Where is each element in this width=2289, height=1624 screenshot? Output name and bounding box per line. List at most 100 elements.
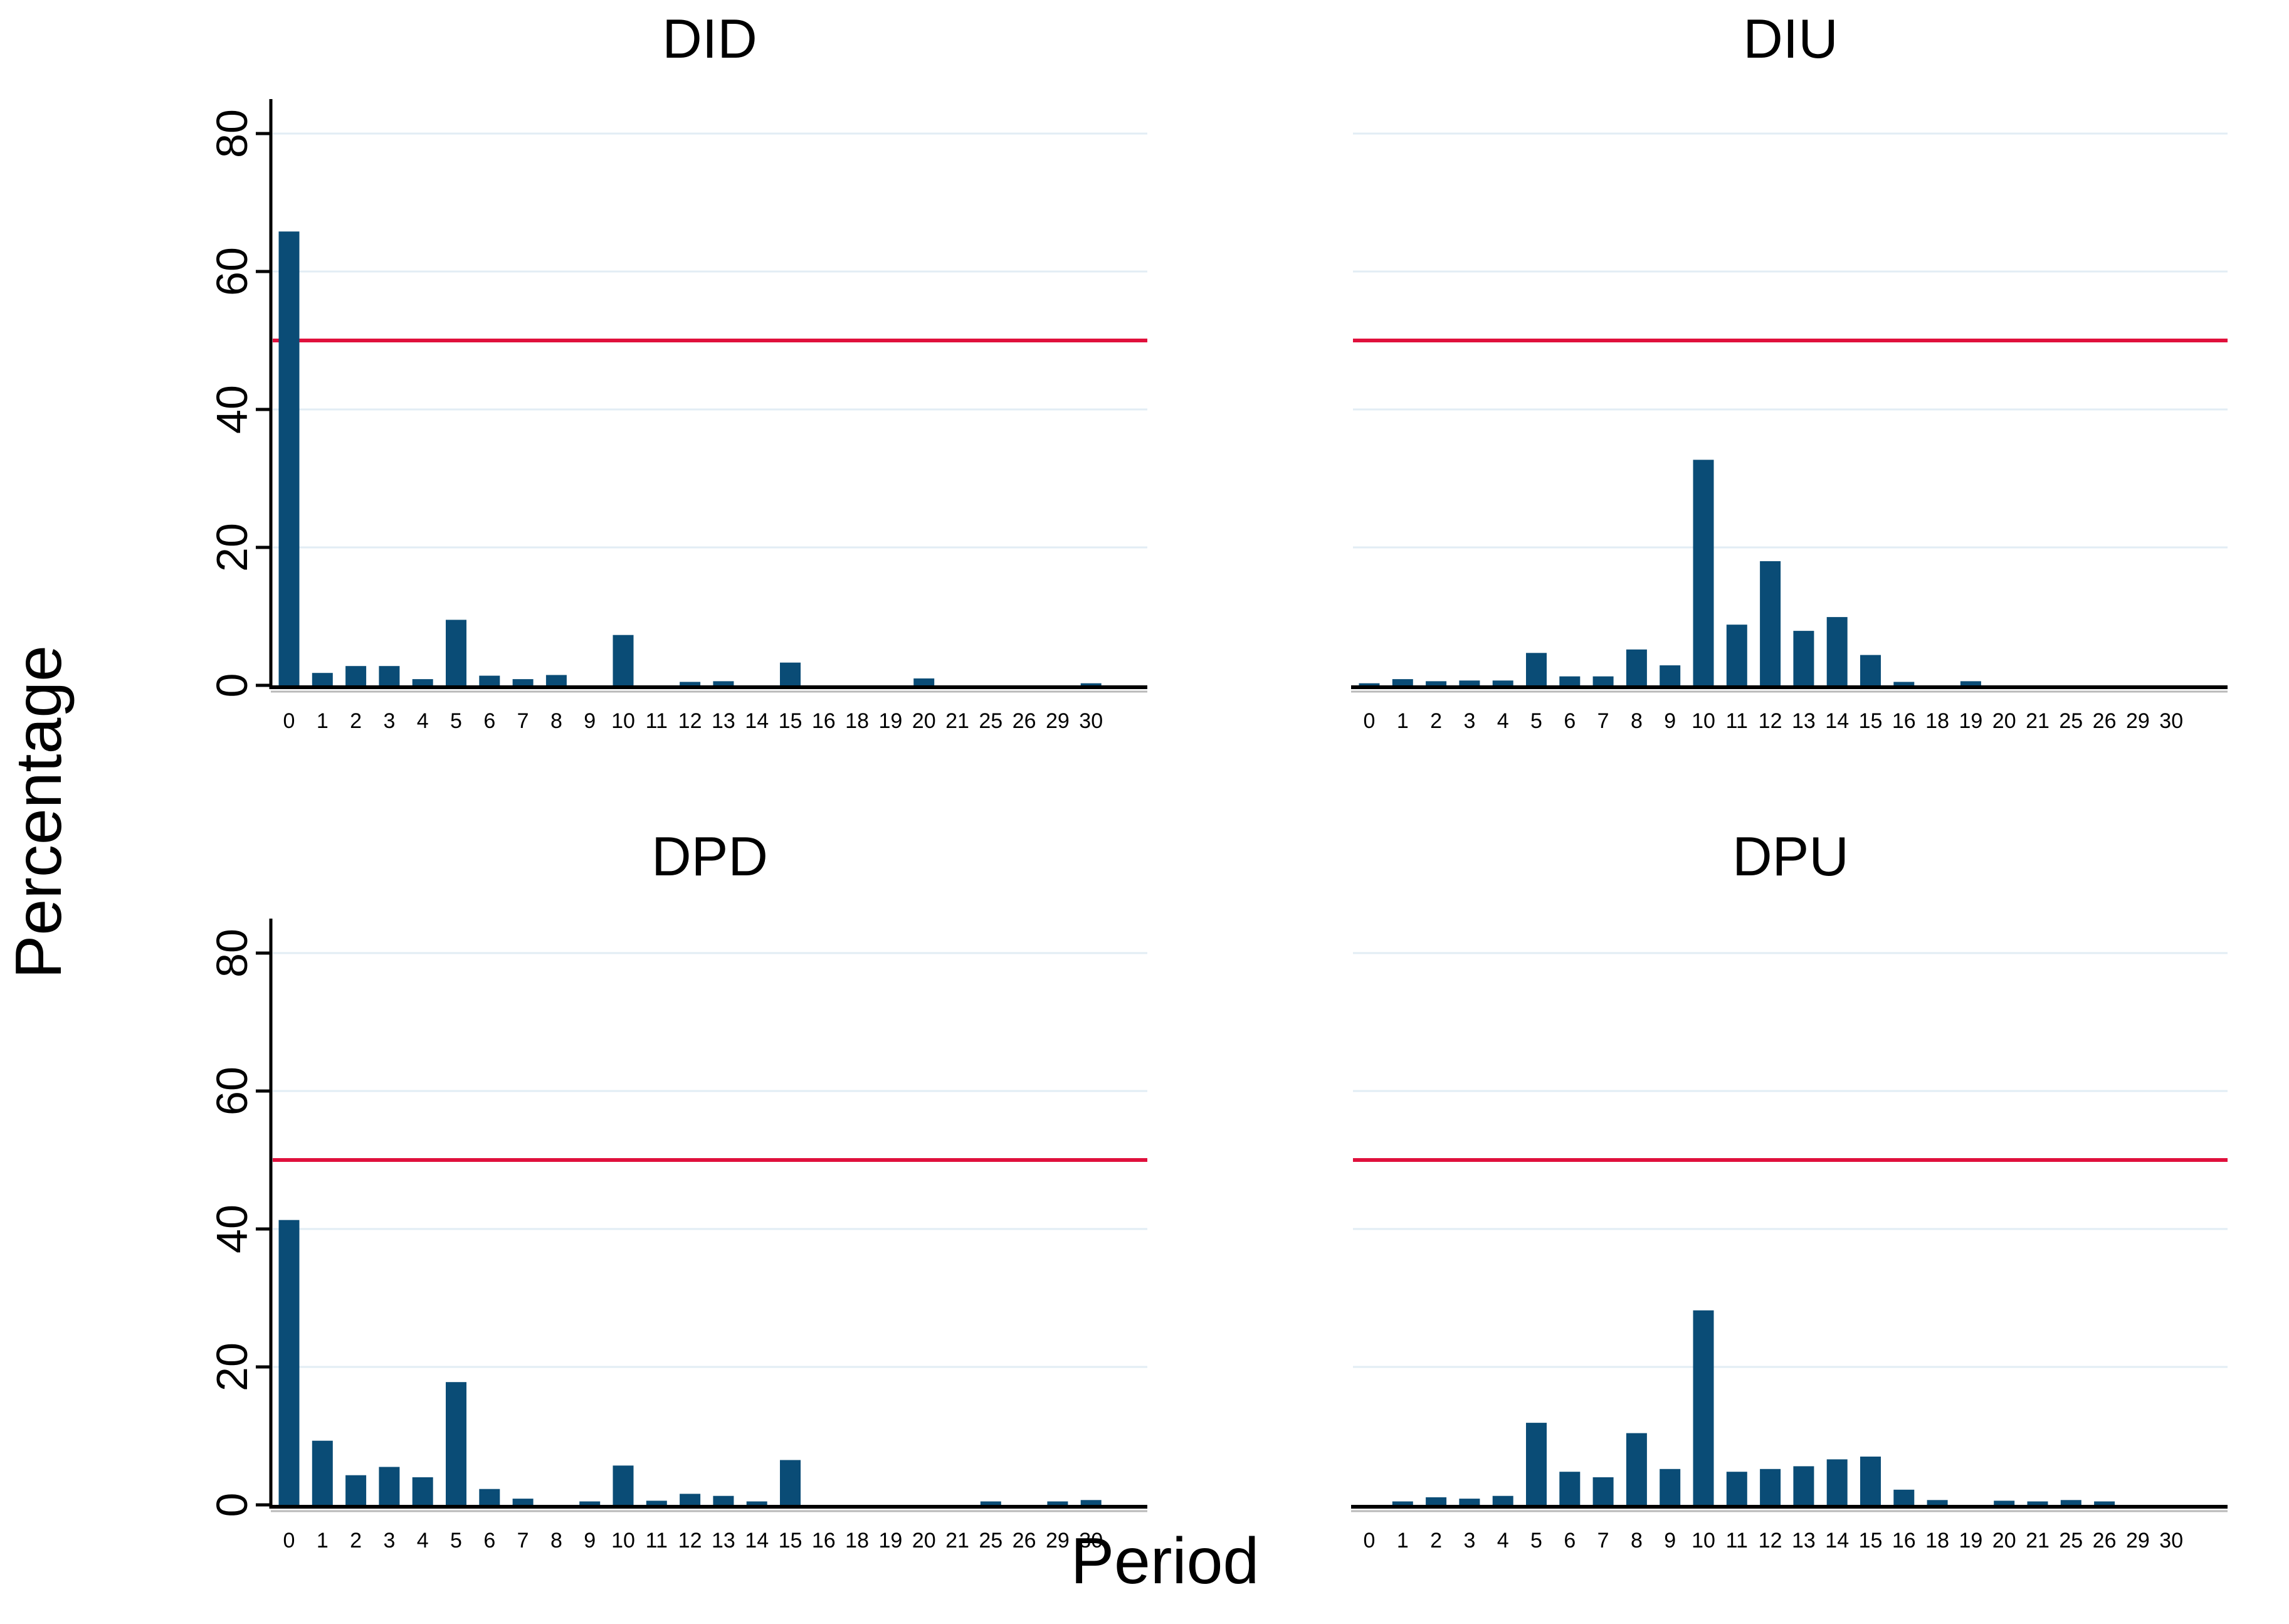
x-tick-label: 6 [483, 1529, 495, 1553]
bar [512, 679, 534, 685]
bar [345, 1475, 367, 1505]
x-tick-label: 19 [1959, 1529, 1982, 1553]
x-tick-label: 18 [1925, 1529, 1949, 1553]
x-tick-label: 7 [517, 709, 529, 733]
bar [1760, 561, 1781, 685]
bar [1459, 1499, 1480, 1505]
y-tick-label: 40 [208, 1205, 256, 1253]
x-tick-label: 30 [1079, 709, 1103, 733]
x-tick-label: 20 [1992, 1529, 2016, 1553]
x-tick-label: 21 [945, 1529, 969, 1553]
y-tick-label: 40 [208, 385, 256, 434]
bar [780, 1460, 801, 1505]
x-tick-label: 20 [912, 709, 936, 733]
x-tick-label: 25 [2059, 709, 2083, 733]
bar [680, 682, 701, 685]
bar [746, 1501, 767, 1505]
bar [1426, 681, 1447, 685]
x-tick-label: 4 [1497, 709, 1509, 733]
bar [1893, 682, 1915, 685]
x-tick-label: 25 [979, 709, 1002, 733]
x-tick-label: 14 [745, 709, 769, 733]
x-tick-label: 4 [417, 1529, 429, 1553]
x-tick-label: 6 [1564, 709, 1576, 733]
bar [2094, 1501, 2115, 1505]
x-tick-label: 0 [283, 709, 295, 733]
x-tick-label: 30 [2159, 1529, 2183, 1553]
x-tick-label: 10 [1692, 1529, 1715, 1553]
x-tick-label: 2 [1430, 1529, 1442, 1553]
bar [512, 1499, 534, 1505]
x-tick-label: 13 [1792, 709, 1816, 733]
x-tick-label: 1 [317, 1529, 329, 1553]
x-tick-label: 16 [1892, 1529, 1916, 1553]
x-tick-label: 9 [584, 709, 596, 733]
x-tick-label: 8 [1631, 1529, 1643, 1553]
bar [1860, 1457, 1881, 1505]
bar [1526, 653, 1547, 685]
panel-title-dpu: DPU [1732, 825, 1849, 887]
x-tick-label: 3 [383, 1529, 395, 1553]
bar [1893, 1489, 1915, 1505]
bar [1392, 1501, 1413, 1505]
y-tick-label: 0 [208, 1493, 256, 1517]
bar [379, 1467, 400, 1505]
x-tick-label: 20 [912, 1529, 936, 1553]
x-tick-label: 2 [350, 709, 362, 733]
x-tick-label: 29 [2126, 709, 2150, 733]
panel-title-did: DID [662, 8, 757, 70]
bar [1660, 1468, 1681, 1505]
x-tick-label: 4 [417, 709, 429, 733]
bar [646, 1500, 667, 1505]
x-tick-label: 16 [1892, 709, 1916, 733]
y-tick-label: 80 [208, 929, 256, 978]
x-tick-label: 8 [1631, 709, 1643, 733]
x-tick-label: 19 [1959, 709, 1982, 733]
x-tick-label: 29 [1046, 709, 1070, 733]
panel-chart-diu: 0 1 2 3 4 5 6 7 8 9 10 11 12 13 14 15 16 18 19 20 21 25 26 29 30 [1351, 132, 2228, 733]
x-tick-label: 19 [878, 1529, 902, 1553]
x-tick-label: 25 [979, 1529, 1002, 1553]
bar [1726, 1472, 1747, 1505]
x-tick-label: 13 [712, 1529, 735, 1553]
x-tick-label: 13 [712, 709, 735, 733]
bar [1047, 1501, 1068, 1505]
bar [1359, 683, 1380, 685]
x-tick-label: 15 [779, 1529, 802, 1553]
x-tick-label: 6 [483, 709, 495, 733]
bar [980, 1501, 1001, 1505]
x-tick-label: 9 [584, 1529, 596, 1553]
bar [1080, 683, 1102, 685]
x-tick-label: 0 [283, 1529, 295, 1553]
x-axis-title: Period [1070, 1525, 1260, 1598]
bar [545, 675, 567, 685]
bar [713, 1495, 734, 1505]
bar [1693, 1310, 1714, 1505]
y-tick-label: 60 [208, 1067, 256, 1115]
x-tick-label: 1 [1397, 1529, 1409, 1553]
panel-chart-dpu: 0 1 2 3 4 5 6 7 8 9 10 11 12 13 14 15 16 18 19 20 21 25 26 29 30 [1351, 952, 2228, 1553]
bar [1927, 1500, 1948, 1505]
bar [412, 1477, 433, 1505]
x-tick-label: 29 [1046, 1529, 1070, 1553]
x-tick-label: 16 [812, 1529, 836, 1553]
bar [446, 1382, 466, 1505]
bar [379, 666, 400, 685]
panel-title-diu: DIU [1743, 8, 1838, 70]
x-tick-label: 16 [812, 709, 836, 733]
bar [2060, 1500, 2081, 1505]
bar [1492, 1495, 1513, 1505]
x-tick-label: 9 [1664, 709, 1676, 733]
bar [713, 681, 734, 685]
bar [680, 1494, 701, 1505]
bar [1626, 649, 1647, 685]
bar [278, 231, 300, 685]
bar [1526, 1423, 1547, 1505]
x-tick-label: 26 [1013, 709, 1036, 733]
bar [1559, 676, 1581, 685]
x-tick-label: 10 [611, 1529, 635, 1553]
x-tick-label: 21 [945, 709, 969, 733]
x-tick-label: 4 [1497, 1529, 1509, 1553]
y-tick-label: 0 [208, 673, 256, 698]
